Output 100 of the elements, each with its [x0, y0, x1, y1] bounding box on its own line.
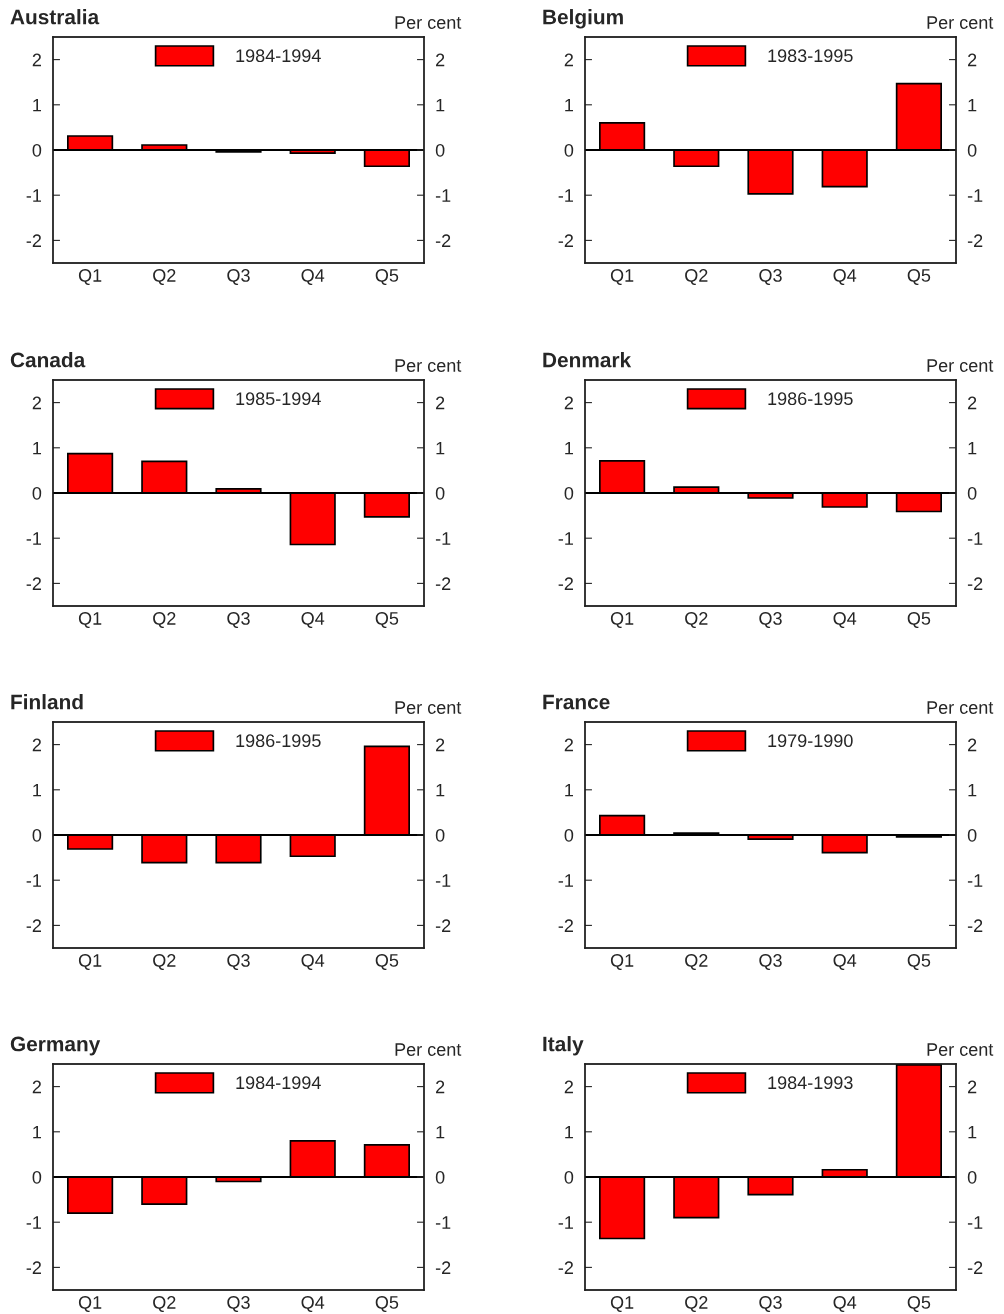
x-tick-label: Q4 — [301, 1296, 325, 1313]
y2-tick-label: -1 — [435, 532, 451, 545]
y2-tick-label: 1 — [968, 783, 977, 797]
x-tick-label: Q4 — [301, 269, 325, 286]
x-tick-label: Q4 — [301, 954, 325, 971]
x-tick-label: Q3 — [227, 612, 250, 629]
x-tick-label: Q2 — [685, 269, 708, 286]
y2-tick-label: 1 — [436, 783, 445, 797]
y-tick-label: -2 — [26, 234, 41, 247]
x-tick-label: Q2 — [685, 612, 708, 629]
y-tick-label: 0 — [32, 486, 42, 500]
x-tick-label: Q3 — [759, 1296, 782, 1313]
y2-tick-label: -1 — [967, 189, 983, 202]
y2-tick-label: 0 — [967, 486, 977, 500]
x-tick-label: Q1 — [78, 269, 102, 286]
y-tick-label: -1 — [26, 1216, 42, 1229]
x-tick-label: Q5 — [907, 1296, 931, 1313]
y-tick-label: 0 — [564, 143, 574, 157]
x-tick-label: Q5 — [907, 269, 931, 286]
chart-title: France — [543, 694, 610, 710]
y2-tick-label: -1 — [435, 189, 451, 202]
y2-tick-label: -2 — [967, 919, 983, 932]
y2-axis-title: Per cent — [395, 16, 462, 29]
x-tick-label: Q2 — [685, 954, 708, 971]
y-tick-label: -1 — [558, 532, 574, 545]
y-tick-label: -1 — [26, 189, 42, 202]
y-tick-label: 1 — [33, 1125, 42, 1139]
chart-title: Australia — [10, 9, 100, 25]
y-tick-label: 2 — [32, 738, 41, 752]
y2-tick-label: -1 — [967, 1216, 983, 1229]
y-tick-label: 1 — [565, 1125, 574, 1139]
y-tick-label: 0 — [32, 143, 42, 157]
legend-label: 1986-1995 — [768, 392, 853, 406]
x-tick-label: Q1 — [610, 269, 634, 286]
legend-label: 1984-1993 — [768, 1076, 853, 1090]
y2-tick-label: 1 — [436, 98, 445, 112]
x-tick-label: Q4 — [833, 612, 857, 629]
x-tick-label: Q2 — [153, 269, 176, 286]
y-tick-label: 0 — [32, 1170, 42, 1184]
y-tick-label: 2 — [564, 1080, 573, 1094]
y-tick-label: 2 — [564, 53, 573, 67]
x-tick-label: Q3 — [759, 954, 782, 971]
y2-axis-title: Per cent — [395, 1043, 462, 1056]
y2-tick-label: -2 — [967, 234, 983, 247]
x-tick-label: Q1 — [78, 954, 102, 971]
y-tick-label: -1 — [26, 874, 42, 887]
x-tick-label: Q4 — [833, 1296, 857, 1313]
y2-tick-label: 2 — [968, 53, 977, 67]
y2-tick-label: 1 — [968, 98, 977, 112]
y2-tick-label: -2 — [967, 1261, 983, 1274]
x-tick-label: Q3 — [227, 954, 250, 971]
y-tick-label: -1 — [26, 532, 42, 545]
chart-title: Belgium — [543, 9, 623, 29]
y-tick-label: 0 — [564, 828, 574, 842]
y2-axis-title: Per cent — [927, 359, 994, 372]
x-tick-label: Q2 — [685, 1296, 708, 1313]
x-tick-label: Q3 — [227, 269, 250, 286]
y2-tick-label: 2 — [436, 738, 445, 752]
x-tick-label: Q5 — [907, 954, 931, 971]
y-tick-label: 1 — [33, 98, 42, 112]
y-tick-label: -2 — [26, 1261, 41, 1274]
y2-tick-label: 2 — [968, 396, 977, 410]
y-tick-label: 2 — [32, 1080, 41, 1094]
y-tick-label: 2 — [564, 738, 573, 752]
y-tick-label: 2 — [564, 396, 573, 410]
chart-title: Denmark — [543, 352, 632, 368]
y2-tick-label: -1 — [967, 874, 983, 887]
x-tick-label: Q1 — [610, 612, 634, 629]
y2-axis-title: Per cent — [927, 701, 994, 714]
y2-tick-label: 2 — [968, 738, 977, 752]
x-tick-label: Q2 — [153, 612, 176, 629]
y2-tick-label: -2 — [435, 234, 451, 247]
x-tick-label: Q1 — [610, 1296, 634, 1313]
x-tick-label: Q5 — [375, 954, 399, 971]
y-tick-label: 0 — [32, 828, 42, 842]
x-tick-label: Q5 — [375, 269, 399, 286]
y2-axis-title: Per cent — [927, 1043, 994, 1056]
y2-tick-label: -1 — [435, 874, 451, 887]
y2-tick-label: 0 — [435, 143, 445, 157]
chart-title: Germany — [10, 1036, 101, 1056]
x-tick-label: Q2 — [153, 1296, 176, 1313]
y-tick-label: -1 — [558, 1216, 574, 1229]
y-tick-label: -1 — [558, 189, 574, 202]
y2-tick-label: 0 — [967, 828, 977, 842]
chart-title: Italy — [543, 1036, 584, 1056]
y2-tick-label: -2 — [435, 1261, 451, 1274]
y-tick-label: 1 — [565, 783, 574, 797]
y2-tick-label: 0 — [967, 143, 977, 157]
y2-tick-label: 0 — [967, 1170, 977, 1184]
x-tick-label: Q3 — [759, 269, 782, 286]
legend-label: 1983-1995 — [768, 49, 853, 63]
legend-label: 1984-1994 — [236, 1076, 321, 1090]
y-tick-label: -2 — [558, 234, 573, 247]
x-tick-label: Q4 — [301, 612, 325, 629]
y2-axis-title: Per cent — [395, 359, 462, 372]
legend-label: 1985-1994 — [236, 392, 321, 406]
y-tick-label: 1 — [565, 441, 574, 455]
x-tick-label: Q1 — [78, 612, 102, 629]
y-tick-label: 1 — [33, 783, 42, 797]
y2-tick-label: 1 — [968, 1125, 977, 1139]
